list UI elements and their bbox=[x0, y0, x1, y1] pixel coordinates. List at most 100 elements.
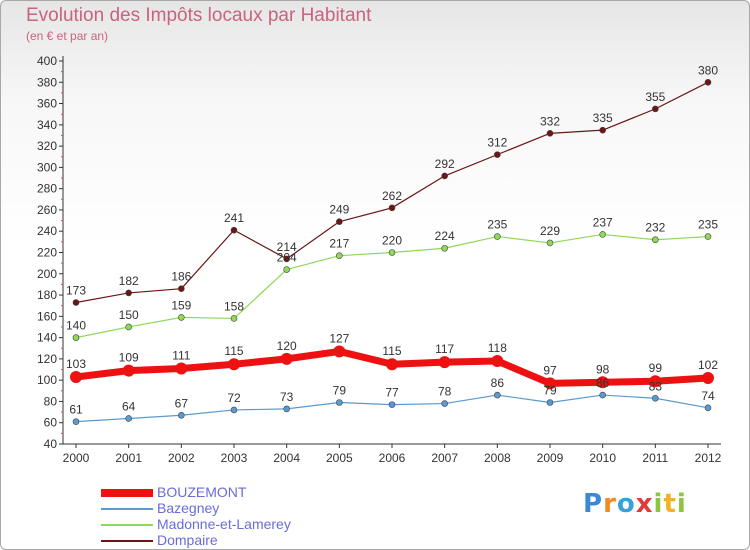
data-label-bouzemont: 97 bbox=[543, 363, 557, 377]
data-label-bouzemont: 115 bbox=[224, 344, 243, 358]
legend-swatch-bazegney bbox=[101, 508, 153, 510]
data-label-bazegney: 64 bbox=[122, 399, 136, 413]
data-point-bazegney bbox=[494, 391, 501, 399]
data-point-dompaire bbox=[178, 285, 185, 292]
data-point-dompaire bbox=[336, 218, 343, 225]
x-tick-label: 2006 bbox=[379, 451, 406, 465]
data-label-bouzemont: 118 bbox=[488, 341, 507, 355]
legend-label-bouzemont: BOUZEMONT bbox=[157, 484, 247, 500]
data-label-bazegney: 74 bbox=[701, 389, 715, 403]
data-label-bouzemont: 115 bbox=[382, 344, 401, 358]
data-point-bouzemont bbox=[333, 345, 346, 358]
data-point-madonne-et-lamerey bbox=[388, 249, 396, 256]
x-tick-label: 2010 bbox=[589, 451, 616, 465]
data-label-bazegney: 79 bbox=[543, 384, 557, 398]
data-label-dompaire: 335 bbox=[593, 111, 613, 125]
data-label-madonne-et-lamerey: 140 bbox=[66, 319, 86, 333]
y-tick-label: 380 bbox=[37, 75, 57, 89]
data-label-dompaire: 173 bbox=[66, 284, 86, 298]
data-label-bouzemont: 99 bbox=[649, 361, 663, 375]
x-tick-label: 2000 bbox=[63, 451, 90, 465]
x-tick-label: 2003 bbox=[221, 451, 248, 465]
data-point-dompaire bbox=[441, 172, 448, 180]
data-point-madonne-et-lamerey bbox=[704, 233, 712, 240]
y-tick-label: 220 bbox=[37, 246, 57, 260]
data-label-madonne-et-lamerey: 220 bbox=[382, 234, 402, 248]
data-label-bazegney: 61 bbox=[69, 403, 83, 417]
legend-swatch-dompaire bbox=[101, 540, 153, 542]
data-label-madonne-et-lamerey: 204 bbox=[277, 251, 297, 265]
y-tick-label: 100 bbox=[37, 373, 57, 387]
data-point-bazegney bbox=[283, 405, 290, 413]
data-point-bouzemont bbox=[386, 358, 398, 371]
data-label-bazegney: 78 bbox=[438, 385, 452, 399]
x-tick-label: 2004 bbox=[273, 451, 300, 465]
data-point-bazegney bbox=[125, 415, 132, 422]
data-point-dompaire bbox=[388, 204, 396, 212]
chart-subtitle: (en € et par an) bbox=[26, 29, 109, 43]
data-point-bazegney bbox=[178, 411, 185, 419]
data-label-dompaire: 249 bbox=[329, 203, 349, 217]
data-label-madonne-et-lamerey: 237 bbox=[593, 215, 613, 229]
legend-swatch-bouzemont bbox=[101, 489, 153, 497]
data-point-dompaire bbox=[494, 151, 501, 158]
x-tick-label: 2001 bbox=[115, 451, 142, 465]
data-label-bazegney: 86 bbox=[596, 376, 610, 390]
data-label-dompaire: 182 bbox=[119, 274, 139, 288]
data-point-madonne-et-lamerey bbox=[441, 244, 448, 252]
data-label-dompaire: 380 bbox=[698, 63, 718, 77]
data-point-dompaire bbox=[652, 105, 659, 113]
data-point-bouzemont bbox=[228, 358, 240, 371]
data-point-bouzemont bbox=[175, 362, 188, 375]
data-point-bazegney bbox=[441, 400, 448, 407]
data-label-bazegney: 77 bbox=[385, 386, 399, 400]
data-point-dompaire bbox=[230, 226, 238, 234]
y-tick-label: 300 bbox=[37, 160, 57, 174]
y-tick-label: 200 bbox=[37, 267, 57, 281]
y-tick-label: 140 bbox=[37, 331, 57, 345]
data-label-madonne-et-lamerey: 229 bbox=[540, 224, 560, 238]
legend-label-madonne-et-lamerey: Madonne-et-Lamerey bbox=[157, 516, 291, 532]
data-point-dompaire bbox=[283, 255, 290, 263]
y-tick-label: 180 bbox=[37, 288, 57, 302]
data-point-madonne-et-lamerey bbox=[336, 252, 343, 259]
data-label-bazegney: 79 bbox=[333, 384, 347, 398]
data-point-madonne-et-lamerey bbox=[494, 233, 501, 240]
legend-swatch-madonne-et-lamerey bbox=[101, 524, 153, 526]
data-point-dompaire bbox=[599, 126, 606, 134]
data-point-dompaire bbox=[72, 299, 80, 306]
data-label-madonne-et-lamerey: 158 bbox=[224, 299, 244, 313]
chart-title: Evolution des Impôts locaux par Habitant bbox=[26, 5, 372, 26]
x-tick-label: 2012 bbox=[695, 451, 722, 465]
y-tick-label: 360 bbox=[37, 97, 57, 111]
data-label-bouzemont: 111 bbox=[172, 348, 191, 362]
data-label-bazegney: 73 bbox=[280, 390, 294, 404]
data-label-madonne-et-lamerey: 150 bbox=[119, 308, 139, 322]
y-tick-label: 60 bbox=[44, 416, 58, 430]
data-label-bouzemont: 98 bbox=[596, 362, 610, 376]
y-tick-label: 120 bbox=[37, 352, 57, 366]
data-point-bouzemont bbox=[122, 364, 135, 377]
data-point-bazegney bbox=[652, 394, 659, 402]
data-point-madonne-et-lamerey bbox=[230, 315, 238, 322]
data-point-dompaire bbox=[704, 78, 712, 86]
x-tick-label: 2011 bbox=[642, 451, 668, 465]
data-point-madonne-et-lamerey bbox=[599, 231, 606, 238]
data-point-madonne-et-lamerey bbox=[178, 314, 185, 321]
data-label-madonne-et-lamerey: 232 bbox=[645, 221, 665, 235]
y-tick-label: 240 bbox=[37, 224, 57, 238]
data-label-bazegney: 72 bbox=[227, 391, 241, 405]
y-tick-label: 40 bbox=[44, 437, 58, 451]
x-tick-label: 2002 bbox=[168, 451, 195, 465]
y-tick-label: 260 bbox=[37, 203, 57, 217]
data-label-madonne-et-lamerey: 224 bbox=[435, 229, 455, 243]
y-tick-label: 80 bbox=[44, 394, 58, 408]
legend-label-dompaire: Dompaire bbox=[157, 532, 218, 548]
data-point-bouzemont bbox=[491, 355, 504, 368]
x-tick-label: 2008 bbox=[484, 451, 511, 465]
data-point-madonne-et-lamerey bbox=[652, 236, 659, 244]
data-label-dompaire: 214 bbox=[277, 240, 297, 254]
data-point-bouzemont bbox=[438, 356, 451, 369]
